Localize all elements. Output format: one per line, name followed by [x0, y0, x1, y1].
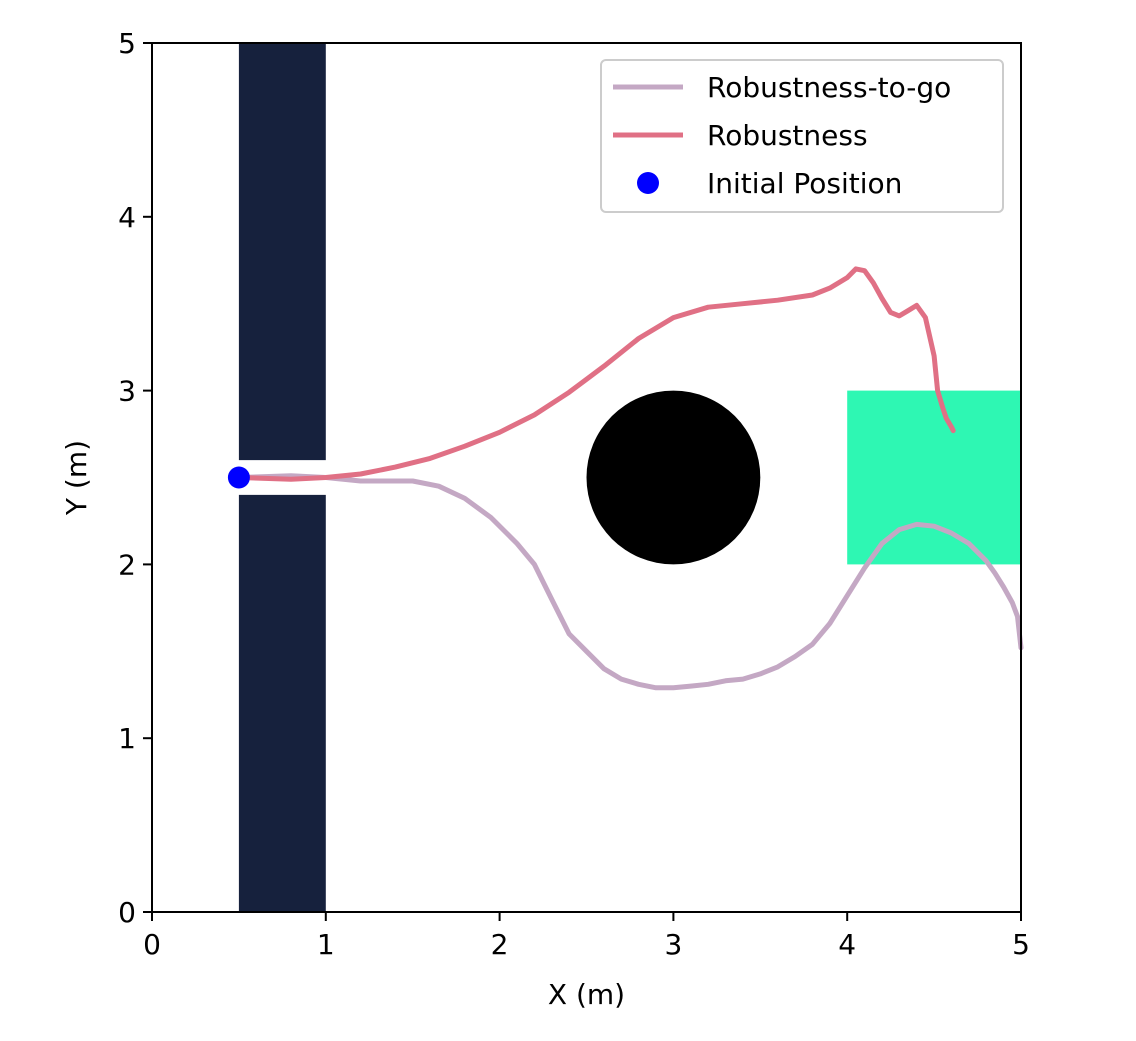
region-obstacle [586, 390, 761, 565]
x-tick-label: 0 [143, 928, 161, 961]
region-wall-lower [238, 494, 326, 912]
legend-swatch-initial-position [637, 172, 659, 194]
series-line-robustness-to-go [236, 473, 1024, 691]
y-tick-label: 1 [118, 722, 136, 755]
legend-box [600, 59, 1004, 213]
x-tick-label: 2 [491, 928, 509, 961]
x-axis-label: X (m) [548, 978, 625, 1011]
legend-label-initial-position: Initial Position [707, 167, 902, 200]
x-tick-label: 5 [1012, 928, 1030, 961]
regions-layer [238, 43, 1021, 912]
series-line-robustness [236, 266, 956, 482]
legend-label-robustness-to-go: Robustness-to-go [707, 71, 951, 104]
legend-label-robustness: Robustness [707, 119, 868, 152]
legend: Robustness-to-go Robustness Initial Positi… [600, 59, 1004, 213]
series-layer [227, 266, 1024, 691]
region-wall-upper [238, 43, 326, 461]
region-goal [847, 390, 1021, 565]
y-tick-label: 3 [118, 375, 136, 408]
x-axis-ticks: 0 1 2 3 4 5 [143, 912, 1030, 961]
y-tick-label: 5 [118, 27, 136, 60]
y-tick-label: 0 [118, 896, 136, 929]
x-tick-label: 4 [838, 928, 856, 961]
y-axis-ticks: 0 1 2 3 4 5 [118, 27, 152, 929]
y-axis-label: Y (m) [60, 440, 93, 516]
plot-frame [151, 42, 1022, 913]
x-tick-label: 3 [664, 928, 682, 961]
x-tick-label: 1 [317, 928, 335, 961]
y-tick-label: 2 [118, 548, 136, 581]
y-tick-label: 4 [118, 201, 136, 234]
series-point-initial-position [227, 466, 250, 489]
